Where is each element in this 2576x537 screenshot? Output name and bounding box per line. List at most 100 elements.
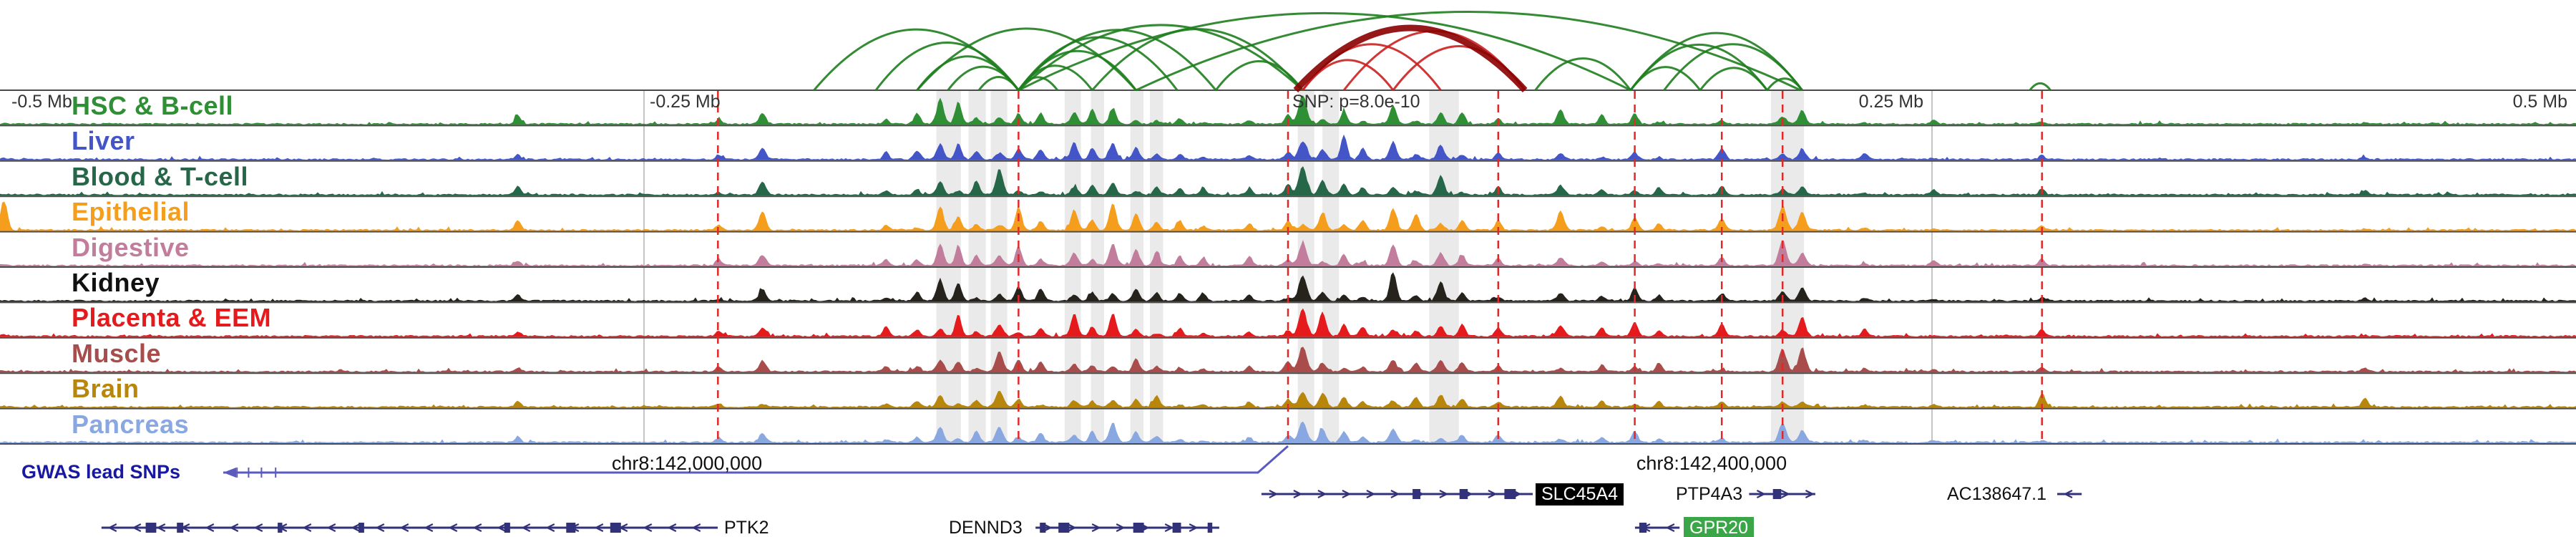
gene-label-ptp4a3: PTP4A3 [1676,484,1743,504]
interaction-arc-green [1699,67,1768,91]
gene-strand-chevron [399,523,409,532]
gene-strand-chevron [107,523,117,532]
signal-track-9 [0,391,2576,408]
gene-strand-chevron [1317,490,1327,498]
interaction-arc-darkred [1293,24,1528,93]
gene-exon [1207,523,1213,533]
gwas-pointer-line [223,445,1289,474]
gene-strand-chevron [326,523,336,532]
gene-strand-chevron [691,523,701,532]
gene-exon [1504,489,1516,499]
gene-ptp4a3 [1749,489,1815,499]
interaction-arc-green [1534,57,1631,91]
gene-strand-chevron [1116,523,1126,532]
signal-track-4 [0,201,2576,231]
gwas-lead-snps-pointer [223,445,1289,478]
gene-strand-chevron [1043,523,1053,532]
gene-strand-chevron [375,523,385,532]
gene-strand-chevron [1189,523,1199,532]
interaction-arcs [813,10,2051,93]
track-label-epithelial: Epithelial [72,197,190,226]
gene-strand-chevron [302,523,312,532]
gene-strand-chevron [1488,490,1498,498]
interaction-arc-green [1663,43,1803,91]
gene-strand-chevron [1091,523,1101,532]
gene-ptk2 [101,523,718,533]
gene-strand-chevron [570,523,580,532]
track-label-blood-t-cell: Blood & T-cell [72,162,249,191]
gene-label-ptk2: PTK2 [724,518,769,537]
gene-slc45a4 [1261,489,1533,499]
gene-strand-chevron [1512,490,1522,498]
interaction-arc-green [2029,82,2051,91]
signal-track-2 [0,134,2576,160]
gene-label-dennd3: DENND3 [949,518,1023,537]
gene-exon [1459,489,1468,499]
gene-strand-chevron [1366,490,1376,498]
gene-strand-chevron [278,523,288,532]
interaction-arc-green [1018,12,1631,92]
track-label-hsc-b-cell: HSC & B-cell [72,91,234,120]
gene-strand-chevron [1164,523,1174,532]
gene-strand-chevron [1463,490,1473,498]
gene-strand-chevron [643,523,653,532]
gene-dennd3 [1035,523,1219,533]
gene-strand-chevron [1415,490,1425,498]
gene-strand-chevron [618,523,628,532]
interaction-arc-green [977,76,1020,91]
gene-strand-chevron [497,523,507,532]
gene-strand-chevron [1780,490,1790,498]
interaction-arc-green [947,65,1020,91]
gene-strand-chevron [472,523,482,532]
interaction-arc-green [1018,24,1304,92]
gene-strand-chevron [1269,490,1279,498]
track-label-kidney: Kidney [72,268,160,297]
gene-strand-chevron [545,523,555,532]
gene-label-ac138647: AC138647.1 [1947,484,2047,504]
signal-track-7 [0,308,2576,337]
gene-track [101,489,2082,533]
gene-strand-chevron [1439,490,1449,498]
axis-tick-label-minus-0-5mb: -0.5 Mb [11,92,72,112]
gene-strand-chevron [448,523,458,532]
gene-strand-chevron [132,523,142,532]
interaction-arc-green [916,27,1137,91]
gene-exon [1040,523,1046,533]
snp-dashed-lines [717,91,2043,444]
gene-exon [610,523,621,533]
gene-exon [1058,523,1070,533]
gene-strand-chevron [156,523,166,532]
gene-strand-chevron [667,523,677,532]
gene-strand-chevron [1293,490,1303,498]
gene-strand-chevron [1756,490,1766,498]
track-label-muscle: Muscle [72,339,162,368]
gene-strand-chevron [180,523,190,532]
gwas-lead-snps-label: GWAS lead SNPs [21,461,181,483]
gene-label-gpr20: GPR20 [1684,517,1754,537]
gene-strand-chevron [1390,490,1400,498]
gene-strand-chevron [1641,523,1651,532]
gene-strand-chevron [1140,523,1150,532]
gene-strand-chevron [1665,523,1675,532]
gene-gpr20 [1634,523,1680,533]
gene-strand-chevron [594,523,604,532]
gene-ac138647-1 [2057,490,2082,498]
gene-exon [177,523,184,533]
gene-exon [358,523,364,533]
gene-strand-chevron [351,523,361,532]
axis-tick-label-snp-pvalue: SNP: p=8.0e-10 [1292,92,1420,112]
interaction-arc-green [1091,28,1304,91]
track-label-digestive: Digestive [72,233,190,262]
gene-strand-chevron [1342,490,1352,498]
track-label-pancreas: Pancreas [72,410,190,439]
axis-tick-label-plus-0-5mb: 0.5 Mb [2512,92,2567,112]
track-label-placenta-eem: Placenta & EEM [72,303,272,332]
gene-strand-chevron [205,523,215,532]
interaction-arc-green [1135,10,1802,92]
gene-strand-chevron [1067,523,1077,532]
interaction-arc-green [1215,60,1304,91]
gene-strand-chevron [2063,490,2073,498]
gene-strand-chevron [521,523,531,532]
axis-tick-label-plus-0-25mb: 0.25 Mb [1858,92,1923,112]
